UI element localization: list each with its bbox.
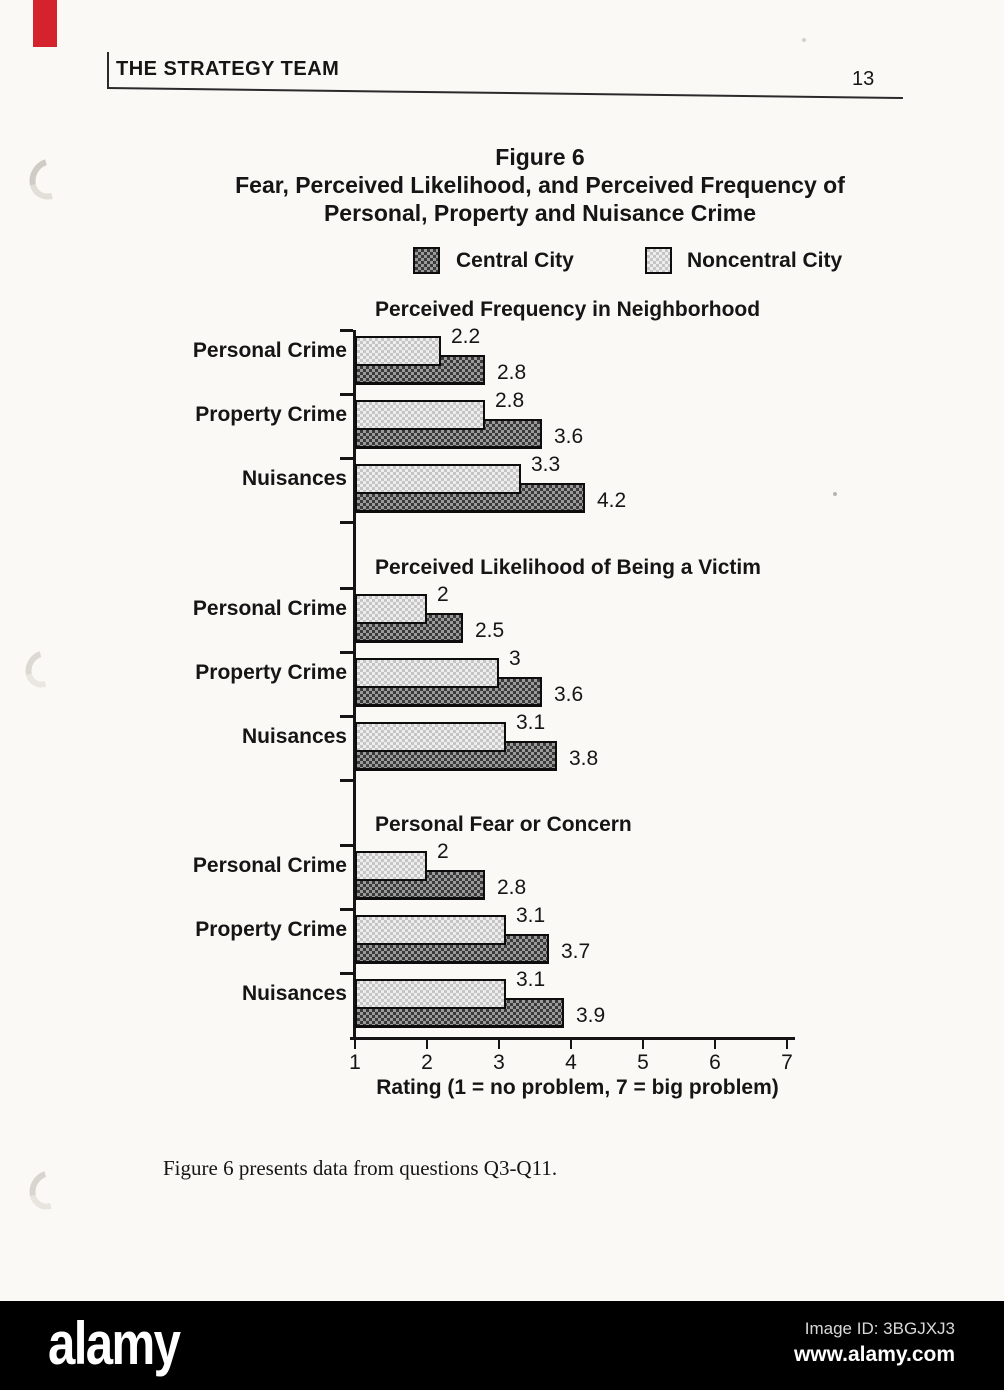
bar-value-noncentral: 2.2 [451, 325, 481, 348]
x-axis-tick [570, 1037, 572, 1049]
header-bracket-line [107, 52, 109, 88]
bar-value-central: 2.8 [497, 876, 527, 899]
chart-y-axis [353, 330, 356, 1037]
x-axis-tick [498, 1037, 500, 1049]
legend-swatch-noncentral-city [645, 247, 672, 274]
bar-noncentral-city [355, 464, 521, 494]
alamy-logo: alamy [48, 1310, 181, 1377]
bar-value-noncentral: 2 [437, 583, 449, 606]
bar-value-central: 2.8 [497, 361, 527, 384]
group-heading: Perceived Frequency in Neighborhood [375, 298, 761, 321]
category-label: Property Crime [195, 918, 347, 941]
y-axis-tick [340, 521, 353, 524]
category-label: Property Crime [195, 661, 347, 684]
legend-label-noncentral-city: Noncentral City [687, 249, 843, 272]
bar-value-central: 3.6 [554, 683, 584, 706]
category-label: Personal Crime [192, 597, 347, 620]
bar-value-noncentral: 3 [509, 647, 521, 670]
chart-x-axis [350, 1037, 795, 1040]
group-heading: Perceived Likelihood of Being a Victim [375, 556, 761, 579]
bar-value-central: 3.9 [576, 1004, 606, 1027]
bar-value-noncentral: 3.1 [516, 711, 546, 734]
bar-value-central: 4.2 [597, 489, 627, 512]
x-axis-tick-label: 4 [565, 1051, 577, 1074]
x-axis-tick-label: 6 [709, 1051, 721, 1074]
category-label: Property Crime [195, 403, 347, 426]
figure-number: Figure 6 [495, 144, 585, 170]
category-label: Nuisances [241, 982, 347, 1005]
watermark-image-id: Image ID: 3BGJXJ3 [804, 1319, 955, 1338]
bar-value-central: 3.7 [561, 940, 591, 963]
x-axis-tick [354, 1037, 356, 1049]
bar-noncentral-city [355, 594, 427, 624]
bar-value-central: 3.6 [554, 425, 584, 448]
bar-value-noncentral: 3.3 [531, 453, 561, 476]
x-axis-label: Rating (1 = no problem, 7 = big problem) [376, 1076, 779, 1099]
page-number: 13 [852, 68, 875, 90]
x-axis-tick-label: 7 [781, 1051, 793, 1074]
category-label: Nuisances [241, 725, 347, 748]
bar-value-central: 3.8 [569, 747, 599, 770]
group-heading: Personal Fear or Concern [375, 813, 632, 836]
x-axis-tick [786, 1037, 788, 1049]
x-axis-tick-label: 5 [637, 1051, 649, 1074]
figure-title-line-2: Personal, Property and Nuisance Crime [323, 200, 757, 226]
bar-value-noncentral: 3.1 [516, 968, 546, 991]
bar-value-noncentral: 3.1 [516, 904, 546, 927]
document-header-title: THE STRATEGY TEAM [116, 58, 340, 80]
category-label: Personal Crime [192, 339, 347, 362]
bar-value-noncentral: 2.8 [495, 389, 525, 412]
watermark-bar: alamy Image ID: 3BGJXJ3 www.alamy.com [0, 1301, 1004, 1390]
bar-noncentral-city [355, 979, 506, 1009]
bar-noncentral-city [355, 851, 427, 881]
bar-noncentral-city [355, 658, 499, 688]
category-label: Personal Crime [192, 854, 347, 877]
scan-speck [833, 492, 837, 496]
bar-noncentral-city [355, 336, 441, 366]
bar-noncentral-city [355, 722, 506, 752]
watermark-url: www.alamy.com [793, 1343, 955, 1366]
y-axis-tick [340, 844, 353, 847]
bar-value-central: 2.5 [475, 619, 505, 642]
scan-speck [802, 38, 806, 42]
bar-noncentral-city [355, 915, 506, 945]
red-bookmark-tab [33, 0, 57, 47]
y-axis-tick [340, 587, 353, 590]
x-axis-tick-label: 3 [493, 1051, 505, 1074]
bar-value-noncentral: 2 [437, 840, 449, 863]
y-axis-tick [340, 651, 353, 654]
y-axis-tick [340, 715, 353, 718]
x-axis-tick-label: 2 [421, 1051, 433, 1074]
y-axis-tick [340, 779, 353, 782]
y-axis-tick [340, 329, 353, 332]
x-axis-tick [714, 1037, 716, 1049]
y-axis-tick [340, 972, 353, 975]
y-axis-tick [340, 457, 353, 460]
x-axis-tick [426, 1037, 428, 1049]
y-axis-tick [340, 393, 353, 396]
x-axis-tick [642, 1037, 644, 1049]
figure-title-block: Figure 6 Fear, Perceived Likelihood, and… [0, 143, 1004, 227]
figure-title-line-1: Fear, Perceived Likelihood, and Perceive… [235, 172, 845, 198]
x-axis-tick-label: 1 [349, 1051, 361, 1074]
y-axis-tick [340, 908, 353, 911]
bar-noncentral-city [355, 400, 485, 430]
figure-caption: Figure 6 presents data from questions Q3… [163, 1156, 558, 1180]
category-label: Nuisances [241, 467, 347, 490]
legend-label-central-city: Central City [456, 249, 574, 272]
legend-swatch-central-city [413, 247, 440, 274]
